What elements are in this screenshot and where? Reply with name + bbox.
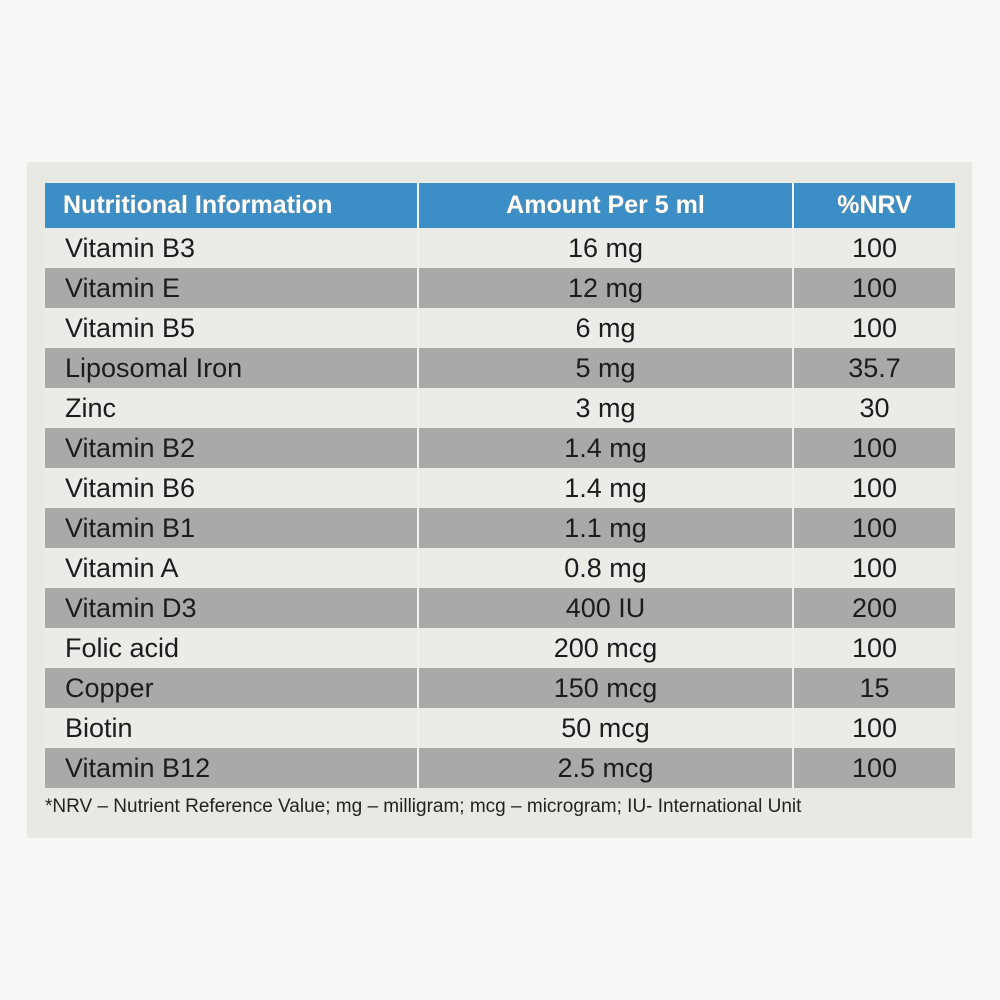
table-cell: 1.4 mg bbox=[418, 428, 794, 468]
table-cell: 100 bbox=[793, 228, 955, 268]
table-cell: Zinc bbox=[45, 388, 419, 428]
header-row: Nutritional Information Amount Per 5 ml %N… bbox=[45, 183, 955, 228]
table-cell: 200 bbox=[793, 588, 955, 628]
table-cell: 100 bbox=[793, 268, 955, 308]
table-row: Vitamin E 12 mg 100 bbox=[45, 268, 955, 308]
header-cell: Amount Per 5 ml bbox=[418, 183, 794, 228]
table-cell: 15 bbox=[793, 668, 955, 708]
table-cell: 100 bbox=[793, 508, 955, 548]
table-cell: 400 IU bbox=[418, 588, 794, 628]
table-cell: Vitamin D3 bbox=[45, 588, 419, 628]
table-cell: 30 bbox=[793, 388, 955, 428]
table-cell: Biotin bbox=[45, 708, 419, 748]
table-row: Biotin 50 mcg 100 bbox=[45, 708, 955, 748]
table-cell: 16 mg bbox=[418, 228, 794, 268]
table-cell: Copper bbox=[45, 668, 419, 708]
table-cell: Vitamin A bbox=[45, 548, 419, 588]
table-cell: 150 mcg bbox=[418, 668, 794, 708]
table-row: Vitamin D3 400 IU 200 bbox=[45, 588, 955, 628]
table-cell: 35.7 bbox=[793, 348, 955, 388]
table-cell: 12 mg bbox=[418, 268, 794, 308]
table-cell: Folic acid bbox=[45, 628, 419, 668]
table-cell: Liposomal Iron bbox=[45, 348, 419, 388]
table-row: Vitamin B3 16 mg 100 bbox=[45, 228, 955, 268]
header-cell: Nutritional Information bbox=[45, 183, 419, 228]
table-row: Liposomal Iron 5 mg 35.7 bbox=[45, 348, 955, 388]
header-cell: %NRV bbox=[793, 183, 955, 228]
table-cell: Vitamin B3 bbox=[45, 228, 419, 268]
table-row: Vitamin B1 1.1 mg 100 bbox=[45, 508, 955, 548]
table-cell: 100 bbox=[793, 308, 955, 348]
table-cell: Vitamin B2 bbox=[45, 428, 419, 468]
table-cell: 50 mcg bbox=[418, 708, 794, 748]
label-card: Nutritional Information Amount Per 5 ml %N… bbox=[27, 162, 972, 838]
table-cell: 1.4 mg bbox=[418, 468, 794, 508]
table-row: Vitamin B12 2.5 mcg 100 bbox=[45, 748, 955, 788]
table-row: Vitamin A 0.8 mg 100 bbox=[45, 548, 955, 588]
table-cell: 0.8 mg bbox=[418, 548, 794, 588]
table-cell: Vitamin B1 bbox=[45, 508, 419, 548]
table-cell: 3 mg bbox=[418, 388, 794, 428]
table-cell: 100 bbox=[793, 628, 955, 668]
table-cell: 200 mcg bbox=[418, 628, 794, 668]
table-row: Vitamin B5 6 mg 100 bbox=[45, 308, 955, 348]
table-cell: 5 mg bbox=[418, 348, 794, 388]
table-cell: 100 bbox=[793, 468, 955, 508]
table-cell: 100 bbox=[793, 708, 955, 748]
table-row: Copper 150 mcg 15 bbox=[45, 668, 955, 708]
table-cell: 6 mg bbox=[418, 308, 794, 348]
table-cell: 1.1 mg bbox=[418, 508, 794, 548]
table-cell: Vitamin B6 bbox=[45, 468, 419, 508]
table-cell: 100 bbox=[793, 748, 955, 788]
table-cell: Vitamin E bbox=[45, 268, 419, 308]
nutrition-table: Nutritional Information Amount Per 5 ml %N… bbox=[45, 183, 955, 788]
table-cell: 100 bbox=[793, 428, 955, 468]
table-row: Zinc 3 mg 30 bbox=[45, 388, 955, 428]
table-row: Vitamin B6 1.4 mg 100 bbox=[45, 468, 955, 508]
table-row: Folic acid 200 mcg 100 bbox=[45, 628, 955, 668]
footnote: *NRV – Nutrient Reference Value; mg – mi… bbox=[45, 796, 802, 817]
table-cell: Vitamin B5 bbox=[45, 308, 419, 348]
table-row: Vitamin B2 1.4 mg 100 bbox=[45, 428, 955, 468]
table-cell: Vitamin B12 bbox=[45, 748, 419, 788]
table-cell: 100 bbox=[793, 548, 955, 588]
table-cell: 2.5 mcg bbox=[418, 748, 794, 788]
